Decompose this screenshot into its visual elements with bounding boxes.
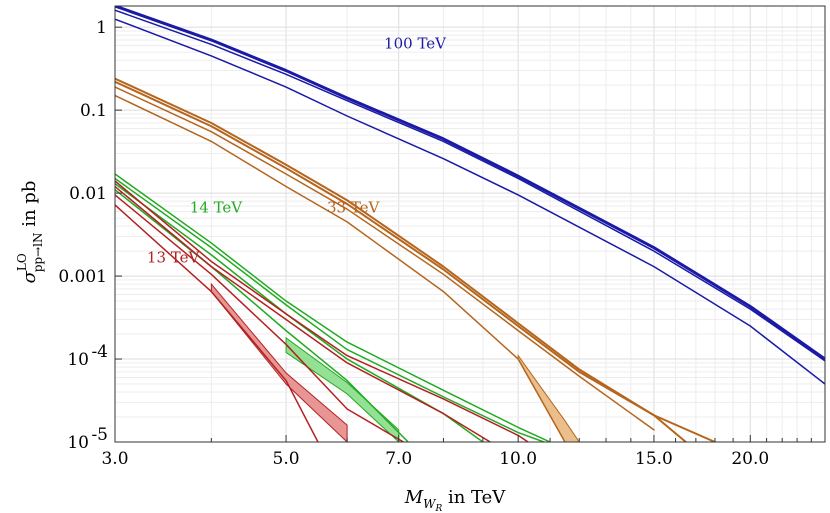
series-line-100-tev-b [115, 9, 825, 362]
y-tick-label: 0.01 [69, 184, 107, 204]
x-tick-label: 10.0 [499, 449, 537, 469]
series-line-14-tev-d [115, 188, 409, 442]
x-axis-title: MWR in TeV [404, 487, 507, 513]
x-tick-label: 15.0 [635, 449, 673, 469]
series-line-100-tev-a [115, 6, 825, 361]
series-line-14-tev-b [115, 177, 545, 442]
plot-frame [114, 5, 826, 443]
x-tick-label: 5.0 [273, 449, 300, 469]
series-label-14-tev: 14 TeV [190, 199, 244, 217]
series-line-33-tev-c [115, 86, 655, 431]
y-tick-label: 10 [67, 433, 89, 453]
x-tick-label: 3.0 [101, 449, 128, 469]
y-tick-label: 10 [67, 350, 89, 370]
series-line-100-tev-c [115, 18, 825, 385]
series-line-14-tev-a [115, 173, 551, 442]
y-tick-label: 1 [96, 18, 107, 38]
series-label-13-tev: 13 TeV [147, 249, 201, 267]
series-label-100-tev: 100 TeV [384, 35, 447, 53]
y-tick-label: 0.1 [80, 101, 107, 121]
series-annotations: 100 TeV 33 TeV 14 TeV 13 TeV [147, 35, 447, 267]
series-line-13-tev-d [115, 204, 319, 442]
series-lines [115, 6, 825, 442]
series-line-13-tev-b [115, 185, 491, 442]
y-tick-exponent: -5 [91, 425, 108, 445]
y-tick-label: 0.001 [58, 267, 107, 287]
series-line-13-tev-c [115, 194, 405, 442]
y-axis-title: σLO pp→lN in pb [15, 181, 45, 284]
series-label-33-tev: 33 TeV [327, 199, 381, 217]
band-14-tev-band [285, 336, 400, 442]
series-line-33-tev-d [115, 94, 566, 442]
y-tick-exponent: -4 [91, 342, 108, 362]
x-tick-label: 7.0 [385, 449, 412, 469]
x-tick-label: 20.0 [731, 449, 769, 469]
series-line-33-tev-b [115, 80, 716, 442]
